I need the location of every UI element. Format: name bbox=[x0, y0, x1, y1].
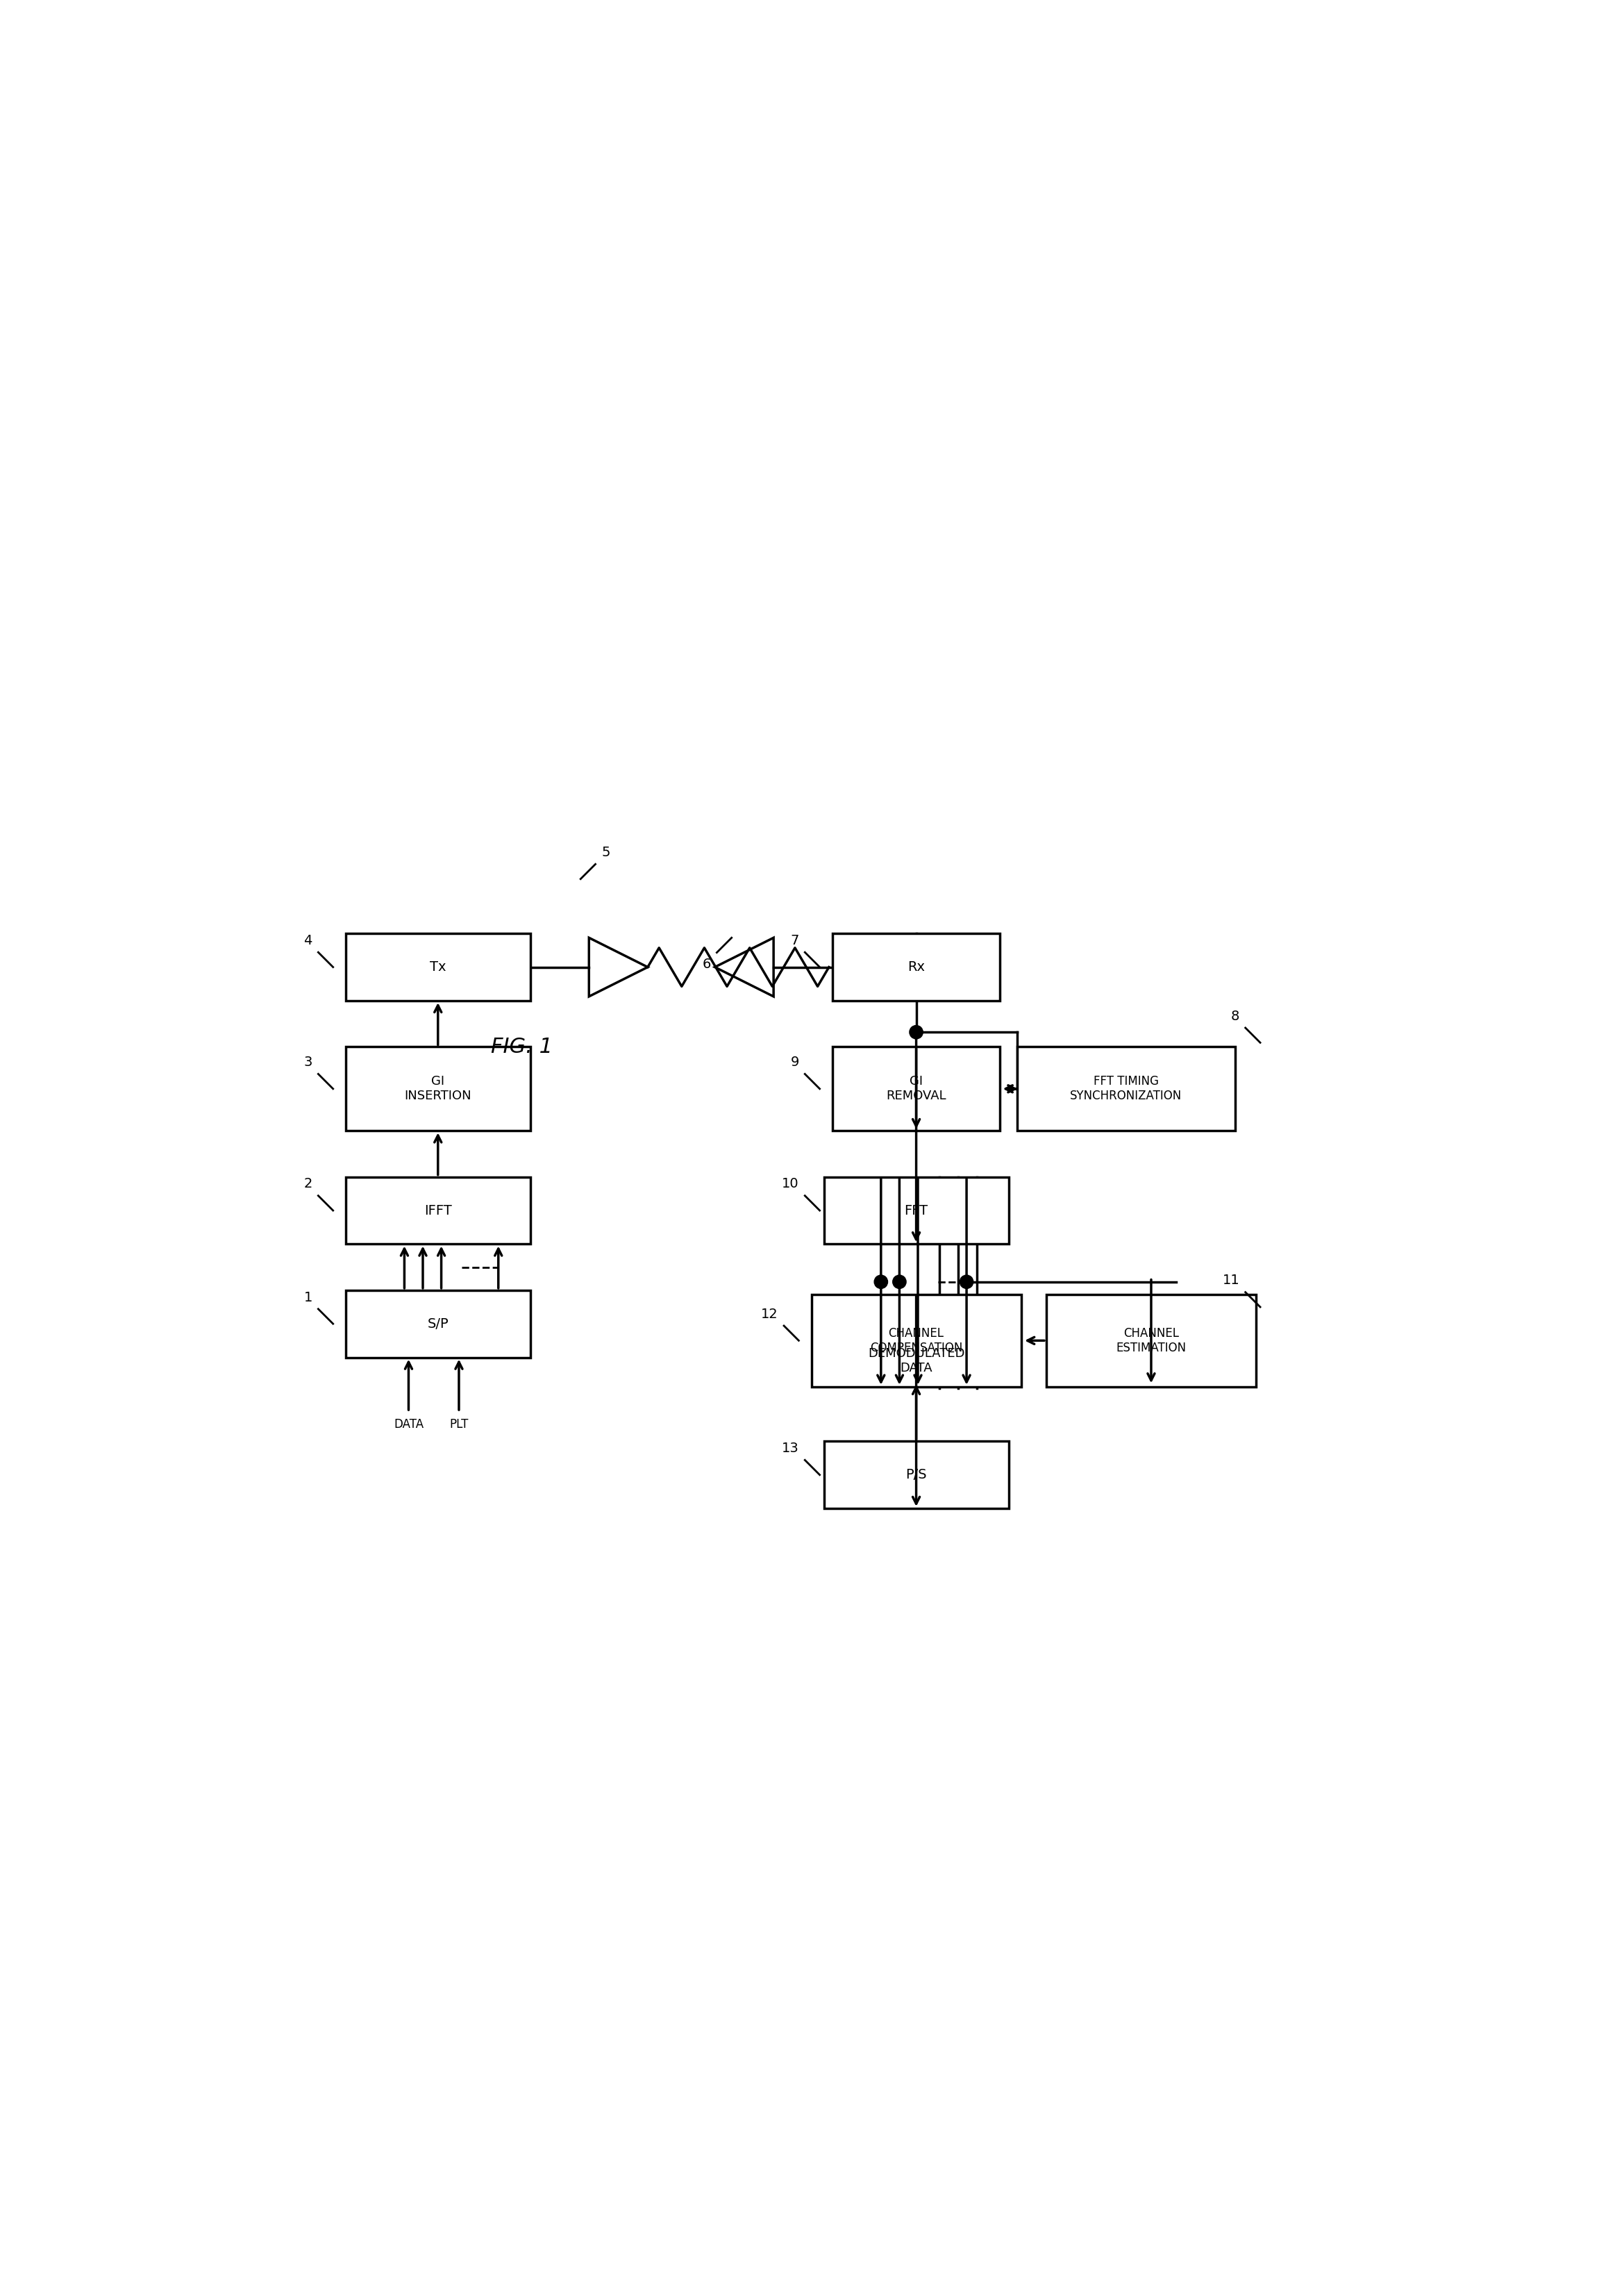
Text: Rx: Rx bbox=[908, 961, 926, 973]
Text: P/S: P/S bbox=[906, 1467, 927, 1481]
Text: GI
INSERTION: GI INSERTION bbox=[404, 1076, 471, 1103]
Text: Tx: Tx bbox=[430, 961, 447, 973]
Text: 6: 6 bbox=[702, 957, 711, 971]
Text: CHANNEL
COMPENSATION: CHANNEL COMPENSATION bbox=[870, 1328, 963, 1355]
Text: 3: 3 bbox=[304, 1055, 312, 1069]
Circle shape bbox=[893, 1275, 906, 1289]
Text: DEMODULATED
DATA: DEMODULATED DATA bbox=[867, 1348, 965, 1373]
Text: 13: 13 bbox=[781, 1442, 799, 1456]
Bar bbox=[823, 1177, 1009, 1243]
Text: IFFT: IFFT bbox=[424, 1204, 451, 1218]
Text: 5: 5 bbox=[601, 847, 611, 858]
Text: S/P: S/P bbox=[427, 1316, 448, 1330]
Bar bbox=[823, 1442, 1009, 1508]
Text: DATA: DATA bbox=[393, 1417, 424, 1431]
Text: 9: 9 bbox=[791, 1055, 799, 1069]
Text: 1: 1 bbox=[304, 1291, 312, 1305]
Circle shape bbox=[960, 1275, 973, 1289]
Text: FIG. 1: FIG. 1 bbox=[490, 1037, 552, 1058]
Bar bbox=[346, 1177, 529, 1243]
Text: 12: 12 bbox=[762, 1307, 778, 1321]
Text: 10: 10 bbox=[781, 1177, 799, 1190]
Text: FFT TIMING
SYNCHRONIZATION: FFT TIMING SYNCHRONIZATION bbox=[1070, 1076, 1182, 1103]
Bar bbox=[1017, 1046, 1234, 1131]
Text: PLT: PLT bbox=[450, 1417, 468, 1431]
Circle shape bbox=[909, 1025, 922, 1039]
Bar bbox=[831, 1046, 1000, 1131]
Circle shape bbox=[874, 1275, 888, 1289]
Bar bbox=[346, 1291, 529, 1357]
Text: GI
REMOVAL: GI REMOVAL bbox=[887, 1076, 947, 1103]
Text: FFT: FFT bbox=[905, 1204, 927, 1218]
Text: 7: 7 bbox=[791, 934, 799, 948]
Bar bbox=[812, 1293, 1021, 1387]
Text: 11: 11 bbox=[1223, 1275, 1239, 1286]
Bar bbox=[346, 1046, 529, 1131]
Text: 4: 4 bbox=[304, 934, 312, 948]
Text: 8: 8 bbox=[1231, 1009, 1239, 1023]
Text: CHANNEL
ESTIMATION: CHANNEL ESTIMATION bbox=[1116, 1328, 1186, 1355]
Bar bbox=[831, 934, 1000, 1000]
Bar bbox=[1046, 1293, 1255, 1387]
Text: 2: 2 bbox=[304, 1177, 312, 1190]
Bar bbox=[346, 934, 529, 1000]
